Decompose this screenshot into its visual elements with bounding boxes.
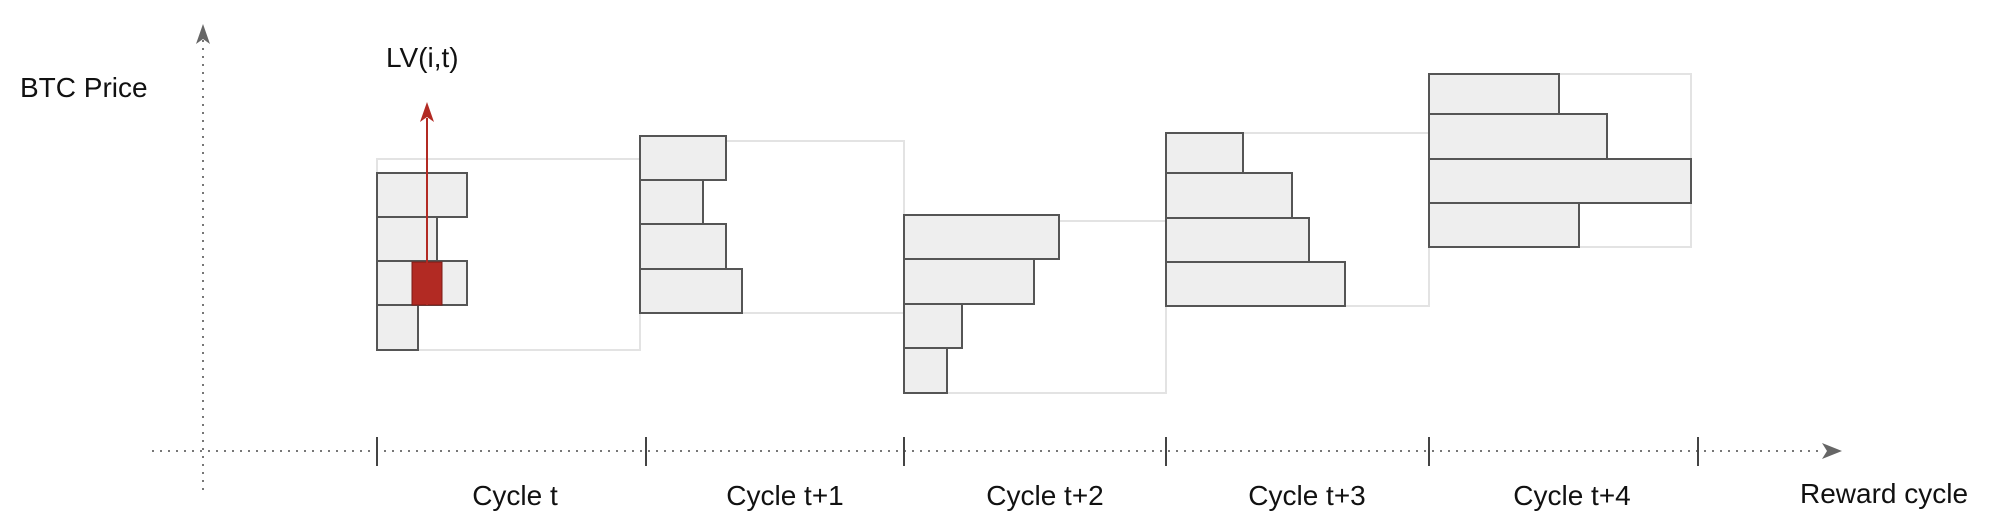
y-axis-label: BTC Price — [20, 72, 148, 103]
histogram-bar — [903, 258, 1035, 305]
histogram-cycle-t2 — [903, 214, 1060, 394]
histogram-bar — [903, 303, 963, 349]
y-axis-arrowhead — [196, 24, 210, 44]
histogram-bar — [1165, 261, 1346, 307]
histogram-bar — [1165, 217, 1310, 263]
histogram-bar — [1165, 172, 1293, 219]
x-axis-label: Reward cycle — [1800, 478, 1968, 509]
histogram-bar — [639, 223, 727, 270]
histogram-cycle-t1 — [639, 135, 743, 314]
histogram-bar — [903, 347, 948, 394]
histogram-bar — [1428, 113, 1608, 160]
histogram-bar — [1428, 202, 1580, 248]
histogram-bar — [639, 268, 743, 314]
histogram-bar — [1428, 73, 1560, 115]
histogram-bar — [639, 135, 727, 181]
cycle-label: Cycle t+3 — [1248, 480, 1366, 511]
histogram-bar — [1165, 132, 1244, 178]
histogram-bar — [639, 179, 704, 225]
histogram-bar — [1428, 158, 1692, 204]
x-axis-arrowhead — [1822, 443, 1842, 459]
histogram-cycle-t4 — [1428, 73, 1692, 248]
x-axis-ticks — [376, 437, 1699, 466]
cycle-label: Cycle t — [472, 480, 558, 511]
histogram-bar — [376, 172, 468, 218]
cycle-label: Cycle t+4 — [1513, 480, 1631, 511]
cycle-label: Cycle t+1 — [726, 480, 844, 511]
histogram-bar — [903, 214, 1060, 260]
lv-label: LV(i,t) — [386, 42, 459, 73]
histogram-bar — [376, 304, 419, 351]
lv-arrow-head — [420, 102, 434, 122]
cycle-label: Cycle t+2 — [986, 480, 1104, 511]
histogram-cycle-t3 — [1165, 132, 1346, 307]
